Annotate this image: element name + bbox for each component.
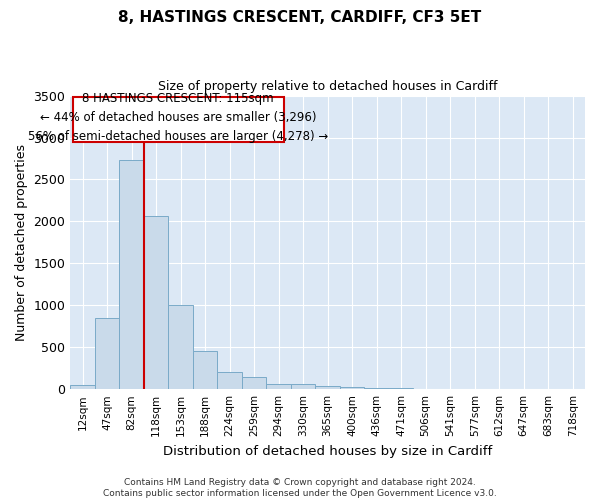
Bar [316, 386, 340, 389]
Bar [364, 388, 389, 389]
Title: Size of property relative to detached houses in Cardiff: Size of property relative to detached ho… [158, 80, 497, 93]
Bar [95, 318, 119, 389]
Bar [242, 377, 266, 389]
Text: Contains HM Land Registry data © Crown copyright and database right 2024.
Contai: Contains HM Land Registry data © Crown c… [103, 478, 497, 498]
Text: 8 HASTINGS CRESCENT: 115sqm
← 44% of detached houses are smaller (3,296)
56% of : 8 HASTINGS CRESCENT: 115sqm ← 44% of det… [28, 92, 328, 144]
Bar [340, 387, 364, 389]
Bar [291, 384, 316, 389]
Bar [119, 160, 144, 389]
Bar [70, 384, 95, 389]
Text: 8, HASTINGS CRESCENT, CARDIFF, CF3 5ET: 8, HASTINGS CRESCENT, CARDIFF, CF3 5ET [118, 10, 482, 25]
Bar [193, 350, 217, 389]
Y-axis label: Number of detached properties: Number of detached properties [15, 144, 28, 341]
X-axis label: Distribution of detached houses by size in Cardiff: Distribution of detached houses by size … [163, 444, 492, 458]
FancyBboxPatch shape [73, 97, 284, 142]
Bar [217, 372, 242, 389]
Bar [389, 388, 413, 389]
Bar [169, 305, 193, 389]
Bar [144, 216, 169, 389]
Bar [266, 384, 291, 389]
